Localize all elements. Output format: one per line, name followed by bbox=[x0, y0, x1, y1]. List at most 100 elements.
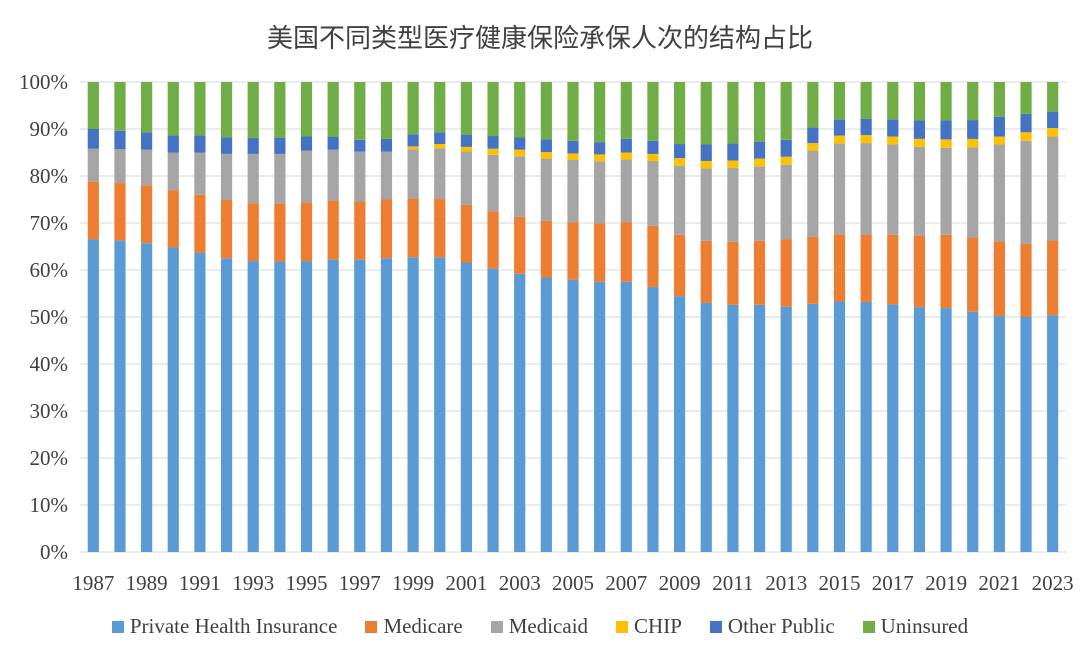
bar-segment bbox=[354, 139, 366, 152]
x-tick-label: 1997 bbox=[339, 571, 381, 595]
bar-segment bbox=[167, 190, 179, 248]
bar-segment bbox=[993, 316, 1005, 552]
bar-segment bbox=[807, 143, 819, 151]
bar-segment bbox=[141, 149, 153, 186]
bar-segment bbox=[300, 202, 313, 262]
bar-segment bbox=[913, 120, 926, 139]
bar-segment bbox=[1047, 136, 1059, 241]
bar-segment bbox=[434, 144, 446, 149]
bar-segment bbox=[274, 261, 286, 552]
bar-segment bbox=[220, 137, 233, 154]
legend-item: Private Health Insurance bbox=[111, 614, 337, 639]
bar-segment bbox=[620, 222, 632, 282]
bar-segment bbox=[380, 82, 393, 139]
bar-segment bbox=[673, 158, 686, 166]
x-tick-label: 2001 bbox=[445, 571, 487, 595]
x-tick-label: 2009 bbox=[659, 571, 701, 595]
bar-segment bbox=[87, 239, 99, 552]
bar-segment bbox=[967, 237, 979, 312]
bar-segment bbox=[434, 132, 446, 145]
bar-segment bbox=[300, 261, 313, 552]
x-tick-label: 2019 bbox=[925, 571, 967, 595]
bar-segment bbox=[460, 204, 473, 263]
legend-swatch bbox=[616, 620, 629, 633]
bar-segment bbox=[434, 257, 446, 552]
bar-segment bbox=[807, 127, 819, 144]
bar-segment bbox=[700, 82, 712, 145]
bar-segment bbox=[727, 304, 739, 552]
y-tick-label: 100% bbox=[19, 70, 68, 94]
bar-segment bbox=[380, 151, 393, 200]
legend-item: Uninsured bbox=[862, 614, 968, 639]
bar-segment bbox=[540, 152, 552, 159]
legend-swatch bbox=[365, 620, 378, 633]
bar-segment bbox=[327, 149, 339, 201]
bar-segment bbox=[594, 154, 606, 162]
bar-segment bbox=[913, 82, 926, 121]
bar-segment bbox=[460, 146, 473, 152]
bar-segment bbox=[753, 304, 766, 552]
bar-segment bbox=[860, 301, 872, 552]
bar-segment bbox=[993, 136, 1005, 145]
x-tick-label: 1991 bbox=[179, 571, 221, 595]
legend: Private Health Insurance Medicare Medicaid… bbox=[0, 614, 1080, 639]
x-tick-label: 1987 bbox=[72, 571, 114, 595]
bar-segment bbox=[434, 148, 446, 200]
bar-segment bbox=[860, 118, 872, 136]
bar-segment bbox=[780, 156, 792, 165]
bar-segment bbox=[87, 181, 99, 240]
bar-segment bbox=[940, 120, 952, 140]
bar-segment bbox=[727, 241, 739, 305]
x-tick-label: 2005 bbox=[552, 571, 594, 595]
legend-label: Other Public bbox=[727, 614, 835, 638]
bar-segment bbox=[87, 129, 99, 149]
x-tick-label: 1995 bbox=[286, 571, 328, 595]
bar-segment bbox=[247, 82, 259, 138]
legend-label: Medicaid bbox=[508, 614, 589, 638]
legend-item: CHIP bbox=[616, 614, 682, 639]
bar-segment bbox=[567, 160, 579, 223]
legend-item: Medicaid bbox=[490, 614, 589, 639]
bar-segment bbox=[354, 151, 366, 202]
bar-segment bbox=[833, 119, 846, 136]
bar-segment bbox=[87, 82, 99, 129]
bar-segment bbox=[274, 137, 286, 154]
y-tick-label: 30% bbox=[30, 399, 69, 423]
bar-segment bbox=[807, 150, 819, 237]
bar-segment bbox=[887, 234, 899, 305]
bar-segment bbox=[220, 82, 233, 138]
bar-segment bbox=[220, 199, 233, 259]
bar-segment bbox=[620, 159, 632, 223]
x-tick-label: 2013 bbox=[765, 571, 807, 595]
bar-segment bbox=[87, 148, 99, 182]
bar-segment bbox=[1047, 315, 1059, 552]
bar-segment bbox=[780, 82, 792, 140]
bar-segment bbox=[700, 240, 712, 303]
bar-segment bbox=[993, 116, 1005, 137]
bar-segment bbox=[753, 82, 766, 142]
y-tick-label: 60% bbox=[30, 258, 69, 282]
bar-segment bbox=[780, 139, 792, 157]
bar-segment bbox=[967, 120, 979, 139]
bar-segment bbox=[700, 144, 712, 161]
bar-segment bbox=[727, 168, 739, 242]
legend-swatch bbox=[862, 620, 875, 633]
bar-segment bbox=[567, 140, 579, 154]
bar-segment bbox=[1020, 113, 1032, 133]
bar-segment bbox=[141, 132, 153, 150]
bar-segment bbox=[860, 135, 872, 144]
bar-segment bbox=[700, 160, 712, 169]
bar-segment bbox=[327, 200, 339, 260]
bar-segment bbox=[940, 308, 952, 552]
bar-segment bbox=[967, 311, 979, 552]
bar-segment bbox=[407, 198, 419, 258]
bar-segment bbox=[940, 139, 952, 148]
bar-segment bbox=[247, 261, 259, 552]
bar-segment bbox=[1047, 111, 1059, 129]
bar-segment bbox=[727, 160, 739, 169]
y-tick-label: 40% bbox=[30, 352, 69, 376]
bar-segment bbox=[673, 165, 686, 235]
bar-segment bbox=[194, 135, 206, 153]
bar-segment bbox=[913, 138, 926, 147]
bar-segment bbox=[434, 199, 446, 258]
